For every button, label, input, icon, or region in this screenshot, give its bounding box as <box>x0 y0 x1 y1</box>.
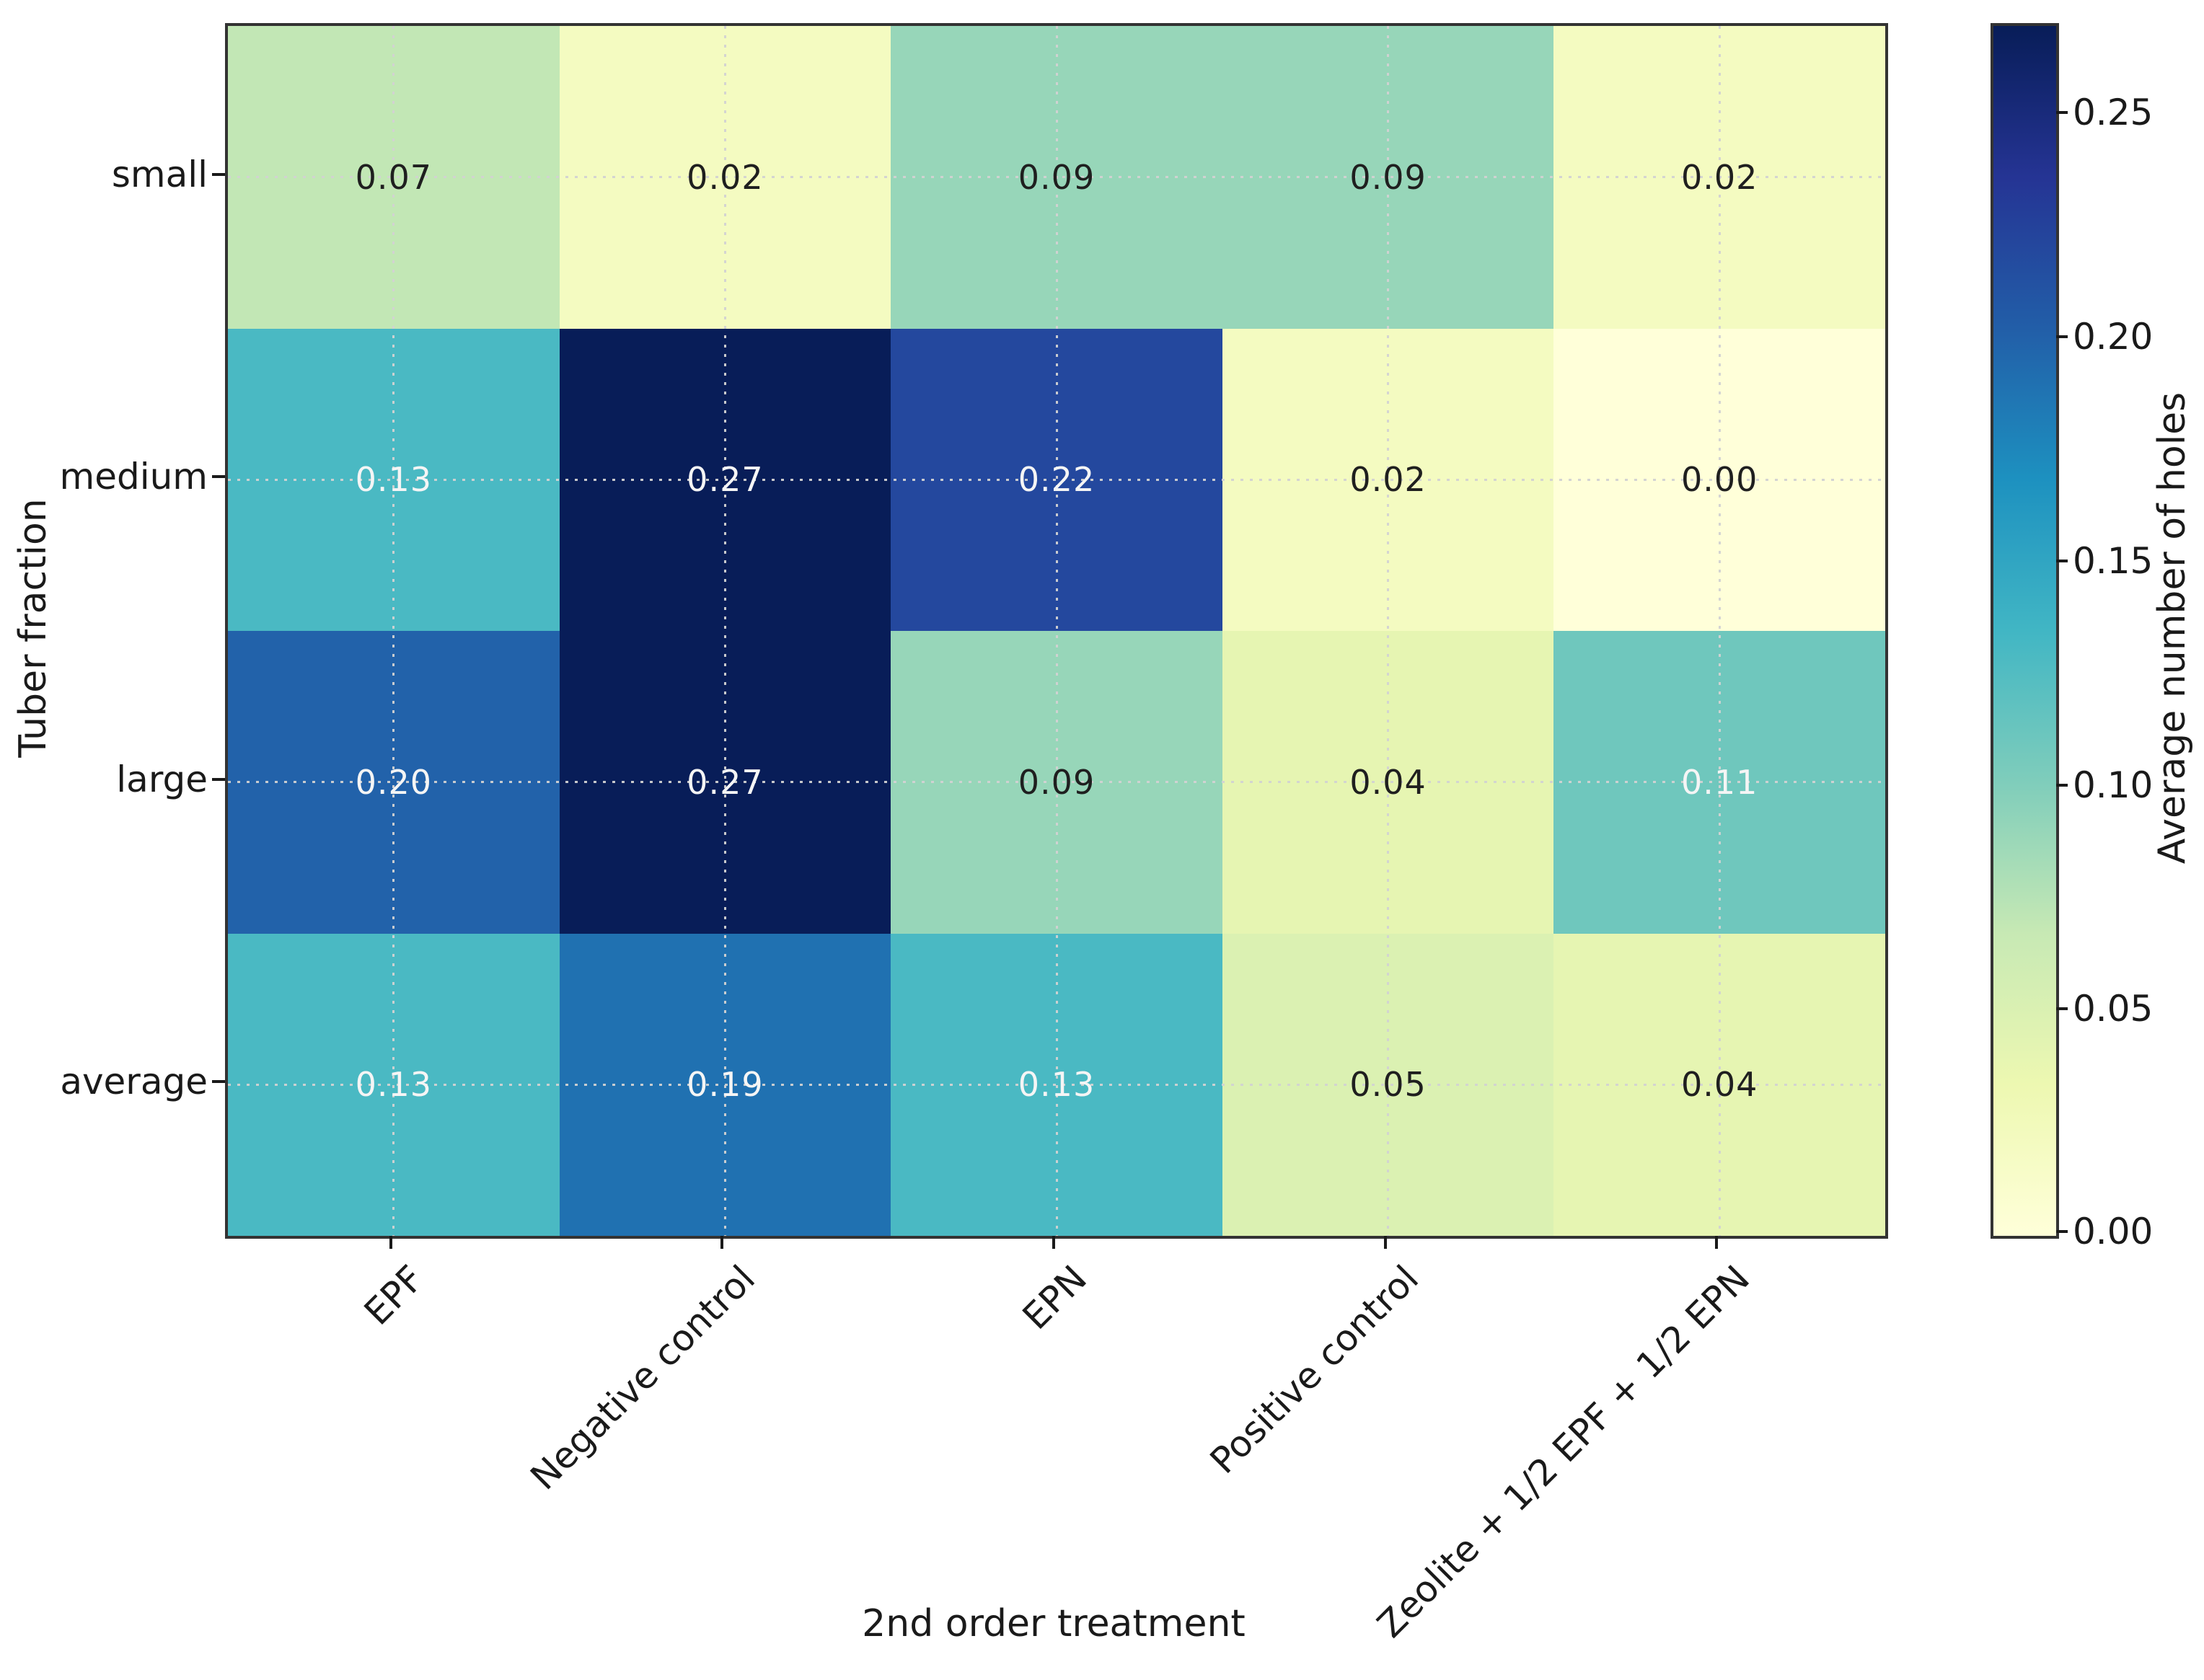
y-axis-title: Tuber fraction <box>12 498 55 758</box>
colorbar-title: Average number of holes <box>2151 392 2194 865</box>
cell-value-label: 0.09 <box>1018 157 1096 197</box>
cell-value-label: 0.22 <box>1018 460 1096 500</box>
cell-value-label: 0.11 <box>1680 762 1758 802</box>
cell-value-label: 0.04 <box>1680 1065 1758 1105</box>
colorbar-gradient <box>1991 23 2059 1239</box>
colorbar-tick-mark <box>2056 783 2068 787</box>
colorbar-tick-mark <box>2056 559 2068 562</box>
y-tick-label: average <box>60 1061 208 1103</box>
cell-value-label: 0.00 <box>1680 460 1758 500</box>
colorbar-tick-label: 0.00 <box>2073 1211 2154 1252</box>
colorbar-tick-mark <box>2056 335 2068 339</box>
gridline-horizontal <box>228 478 1885 481</box>
cell-value-label: 0.07 <box>355 157 433 197</box>
cell-value-label: 0.09 <box>1018 762 1096 802</box>
cell-value-label: 0.13 <box>355 1065 433 1105</box>
x-tick-mark <box>720 1236 724 1249</box>
x-tick-mark <box>389 1236 392 1249</box>
x-tick-mark <box>1052 1236 1055 1249</box>
colorbar-tick-mark <box>2056 1007 2068 1011</box>
gridline-vertical <box>1387 26 1390 1236</box>
colorbar-tick-label: 0.25 <box>2073 92 2154 134</box>
x-tick-mark <box>1383 1236 1387 1249</box>
cell-value-label: 0.27 <box>687 460 764 500</box>
y-tick-mark <box>212 777 225 781</box>
y-tick-label: small <box>111 153 208 195</box>
cell-value-label: 0.02 <box>1680 157 1758 197</box>
y-tick-mark <box>212 475 225 479</box>
cell-value-label: 0.20 <box>355 762 433 802</box>
gridline-vertical <box>1055 26 1058 1236</box>
colorbar-tick-mark <box>2056 1230 2068 1233</box>
y-tick-label: medium <box>59 456 208 498</box>
cell-value-label: 0.27 <box>687 762 764 802</box>
cell-value-label: 0.02 <box>1349 460 1427 500</box>
gridline-vertical <box>723 26 726 1236</box>
gridline-vertical <box>392 26 395 1236</box>
cell-value-label: 0.05 <box>1349 1065 1427 1105</box>
colorbar-tick-label: 0.05 <box>2073 988 2154 1030</box>
y-tick-mark <box>212 1080 225 1084</box>
cell-value-label: 0.13 <box>1018 1065 1096 1105</box>
y-tick-label: large <box>116 758 208 800</box>
gridline-horizontal <box>228 176 1885 179</box>
colorbar-tick-mark <box>2056 111 2068 115</box>
colorbar-tick-label: 0.20 <box>2073 316 2154 358</box>
cell-value-label: 0.02 <box>687 157 764 197</box>
gridline-horizontal <box>228 1083 1885 1086</box>
cell-value-label: 0.19 <box>687 1065 764 1105</box>
gridline-vertical <box>1718 26 1721 1236</box>
x-tick-mark <box>1715 1236 1719 1249</box>
heatmap-plot-area: 0.07 0.02 0.09 0.09 0.02 0.13 0.27 0.22 0.02 0.00… <box>225 23 1888 1239</box>
gridline-horizontal <box>228 781 1885 784</box>
colorbar-tick-label: 0.15 <box>2073 539 2154 582</box>
cell-value-label: 0.09 <box>1349 157 1427 197</box>
cell-value-label: 0.13 <box>355 460 433 500</box>
colorbar-tick-label: 0.10 <box>2073 764 2154 806</box>
x-axis-title: 2nd order treatment <box>862 1602 1246 1645</box>
cell-value-label: 0.04 <box>1349 762 1427 802</box>
y-tick-mark <box>212 172 225 176</box>
